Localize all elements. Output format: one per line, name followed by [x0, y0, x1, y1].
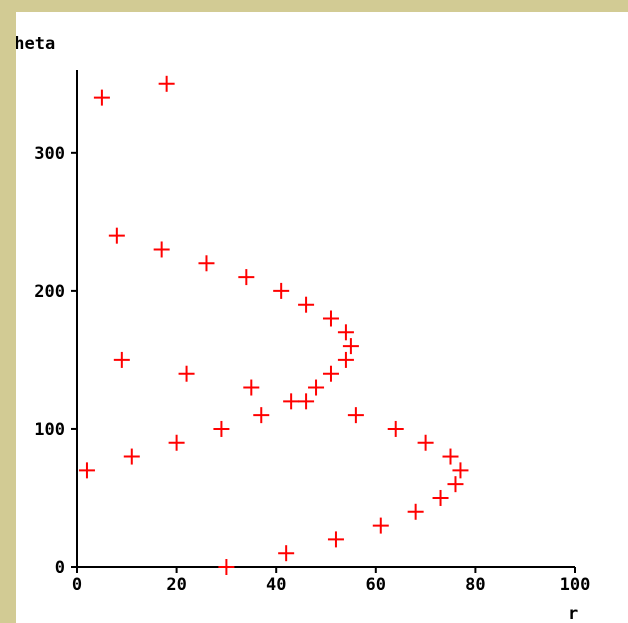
data-point [153, 241, 170, 258]
data-point [347, 407, 364, 424]
x-tick-label: 0 [72, 575, 82, 595]
data-point [327, 531, 344, 548]
data-point [253, 407, 270, 424]
x-tick-label: 20 [166, 575, 186, 595]
data-point [78, 462, 95, 479]
data-point [442, 448, 459, 465]
scatter-chart: 0 20 40 60 80 100 0 100 200 300 theta r [16, 34, 590, 623]
data-point [337, 324, 354, 341]
data-point [93, 89, 110, 106]
data-point [322, 310, 339, 327]
y-tick-label: 200 [34, 282, 65, 302]
y-tick-label: 100 [34, 420, 65, 440]
data-point [123, 448, 140, 465]
data-point [158, 75, 175, 92]
y-tick-label: 300 [34, 144, 65, 164]
data-point [213, 420, 230, 437]
plot-panel: 0 20 40 60 80 100 0 100 200 300 theta r [16, 12, 628, 623]
x-tick-label: 100 [560, 575, 591, 595]
data-point [298, 296, 315, 313]
data-point [447, 476, 464, 493]
data-point [322, 365, 339, 382]
data-point [168, 434, 185, 451]
x-axis-label: r [568, 604, 578, 623]
data-point [308, 379, 325, 396]
data-point [198, 255, 215, 272]
data-point [243, 379, 260, 396]
data-point [337, 351, 354, 368]
data-point [298, 393, 315, 410]
data-point [283, 393, 300, 410]
data-point [113, 351, 130, 368]
data-points [78, 75, 469, 575]
data-point [273, 282, 290, 299]
x-tick-label: 40 [266, 575, 286, 595]
data-point [108, 227, 125, 244]
x-tick-label: 80 [465, 575, 485, 595]
data-point [278, 545, 295, 562]
data-point [452, 462, 469, 479]
data-point [178, 365, 195, 382]
x-tick-label: 60 [366, 575, 386, 595]
data-point [342, 338, 359, 355]
data-point [387, 420, 404, 437]
axes: 0 20 40 60 80 100 0 100 200 300 [34, 70, 590, 595]
y-tick-label: 0 [55, 558, 65, 578]
data-point [417, 434, 434, 451]
data-point [238, 269, 255, 286]
y-axis-label: theta [16, 34, 55, 54]
data-point [218, 559, 235, 575]
data-point [407, 503, 424, 520]
data-point [372, 517, 389, 534]
data-point [432, 489, 449, 506]
